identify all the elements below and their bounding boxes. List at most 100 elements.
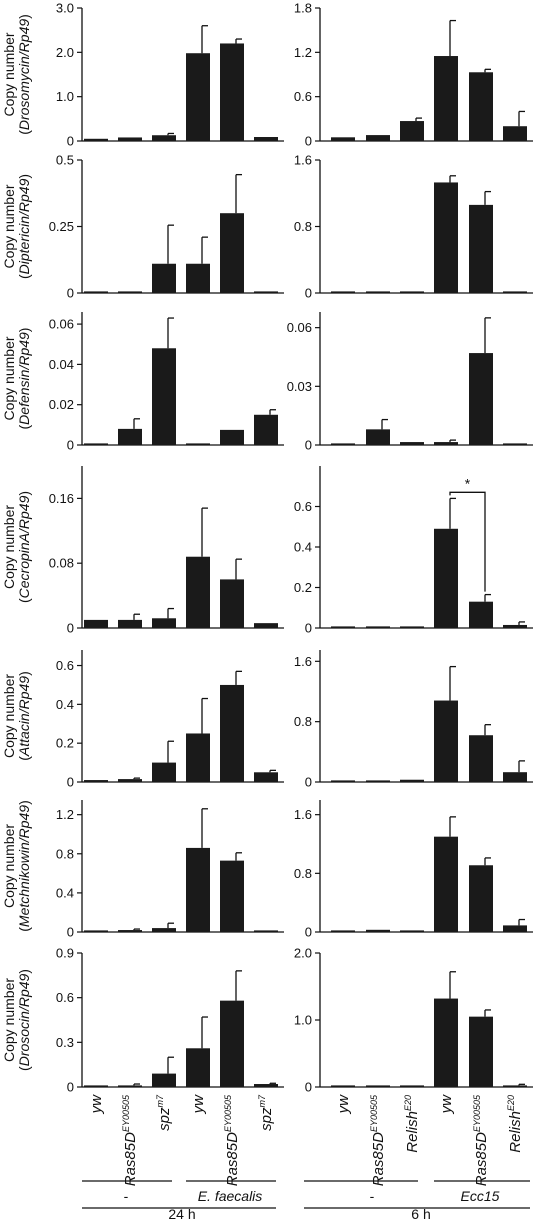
y-tick-label: 0 [67, 621, 74, 636]
y-axis-label: Copy number [1, 32, 17, 116]
y-tick-label: 3.0 [56, 1, 74, 16]
bar [118, 137, 142, 141]
bar [331, 443, 355, 445]
bar [84, 619, 108, 628]
bar [503, 291, 527, 293]
y-tick-label: 1.6 [294, 807, 312, 822]
y-tick-label: 0.5 [56, 153, 74, 168]
y-axis-label: Copy number [1, 978, 17, 1062]
y-tick-label: 0.6 [294, 89, 312, 104]
bar [220, 579, 244, 628]
bar [366, 626, 390, 628]
bar [152, 348, 176, 445]
group-label-treatment-left: E. faecalis [198, 1188, 263, 1204]
bar [118, 428, 142, 445]
panel-attacin-24-h: 0 0.2 0.4 0.6 Copy number(Attacin/Rp49) [1, 650, 284, 790]
bar [469, 601, 493, 628]
bar [400, 291, 424, 293]
bar [434, 56, 458, 141]
bar [254, 137, 278, 141]
bar [254, 623, 278, 628]
y-tick-label: 1.0 [56, 89, 74, 104]
bar [400, 121, 424, 141]
bar [331, 137, 355, 141]
y-tick-label: 0 [305, 134, 312, 149]
bar [220, 860, 244, 932]
y-tick-label: 0.6 [56, 658, 74, 673]
y-axis-label: Copy number [1, 674, 17, 758]
bar [400, 1085, 424, 1087]
x-category-label: yw [335, 1094, 352, 1115]
bar [84, 443, 108, 445]
y-tick-label: 1.8 [294, 1, 312, 16]
bar [469, 353, 493, 445]
bar [220, 684, 244, 782]
y-axis-label: Copy number [1, 336, 17, 420]
y-tick-label: 0.04 [49, 357, 74, 372]
bar [469, 865, 493, 932]
y-tick-label: 2.0 [294, 946, 312, 961]
y-tick-label: 0 [67, 775, 74, 790]
x-category-label: RelishE20 [403, 1095, 421, 1153]
y-tick-label: 0 [305, 286, 312, 301]
panel-drosocin-24-h: 0 0.3 0.6 0.9 Copy number(Drosocin/Rp49) [1, 946, 284, 1095]
bar [220, 1000, 244, 1087]
x-category-label: yw [190, 1094, 207, 1115]
bar [118, 1085, 142, 1087]
bar [152, 762, 176, 782]
bar [400, 930, 424, 932]
group-label-treatment-right: Ecc15 [461, 1188, 500, 1204]
y-tick-label: 1.0 [294, 1013, 312, 1028]
y-tick-label: 0.4 [56, 697, 74, 712]
bar [186, 556, 210, 628]
y-tick-label: 0 [305, 925, 312, 940]
y-tick-label: 0.25 [49, 219, 74, 234]
y-tick-label: 0 [67, 925, 74, 940]
y-tick-label: 0.8 [294, 714, 312, 729]
bar [434, 182, 458, 293]
bar [118, 291, 142, 293]
y-tick-label: 2.0 [56, 45, 74, 60]
bar [366, 291, 390, 293]
bar [503, 126, 527, 141]
bar [366, 429, 390, 445]
bar [331, 780, 355, 782]
bar [84, 138, 108, 141]
y-axis-label: Copy number [1, 505, 17, 589]
bar [503, 1085, 527, 1087]
bar [84, 291, 108, 293]
y-tick-label: 0.08 [49, 556, 74, 571]
bar [400, 626, 424, 628]
y-tick-label: 0.4 [294, 540, 312, 555]
y-tick-label: 0 [305, 438, 312, 453]
bar [366, 1085, 390, 1087]
bar [254, 291, 278, 293]
y-tick-label: 0.06 [49, 317, 74, 332]
y-axis-gene-label: (Attacin/Rp49) [16, 671, 32, 761]
bar [469, 735, 493, 782]
x-category-label: spzm7 [257, 1094, 275, 1131]
bar [254, 772, 278, 782]
bar [186, 1048, 210, 1087]
significance-bracket [449, 491, 486, 592]
panel-metchnikowin-6-h: 0 0.8 1.6 [294, 800, 533, 940]
y-axis-gene-label: (CecropinA/Rp49) [16, 491, 32, 603]
bar [503, 772, 527, 782]
panel-drosomycin-24-h: 0 1.0 2.0 3.0 Copy number(Drosomycin/Rp49) [1, 1, 284, 149]
y-tick-label: 0 [67, 1080, 74, 1095]
bar [186, 53, 210, 141]
y-tick-label: 0.9 [56, 946, 74, 961]
bar [503, 443, 527, 445]
y-tick-label: 0.3 [56, 1035, 74, 1050]
y-axis-label: Copy number [1, 184, 17, 268]
bar [152, 135, 176, 141]
bar [366, 780, 390, 782]
group-label-control-left: - [124, 1188, 129, 1204]
y-tick-label: 0 [305, 1080, 312, 1095]
bar [254, 1084, 278, 1087]
y-tick-label: 1.6 [294, 153, 312, 168]
y-tick-label: 0.2 [56, 736, 74, 751]
bar [400, 779, 424, 782]
y-axis-gene-label: (Diptericin/Rp49) [16, 174, 32, 279]
bar [469, 1016, 493, 1087]
